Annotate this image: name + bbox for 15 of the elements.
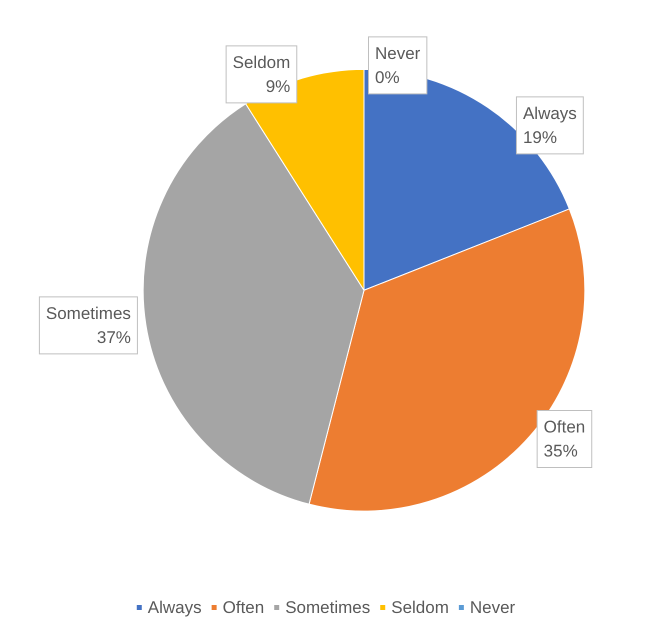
legend-label: Seldom: [391, 598, 449, 617]
data-label: 35%: [544, 441, 578, 460]
data-label: 37%: [96, 328, 131, 347]
text: 0%: [375, 68, 400, 87]
slice-label: Always: [522, 104, 577, 123]
legend-label: Never: [470, 598, 516, 617]
legend-label: Sometimes: [285, 598, 370, 617]
data-label: 9%: [266, 76, 290, 96]
slice-label: Often: [544, 417, 586, 436]
legend-label: Often: [222, 598, 264, 617]
legend-label: Always: [148, 598, 202, 617]
slice-label: Sometimes: [46, 304, 131, 323]
data-label: 19%: [522, 128, 557, 147]
slice-label: Seldom: [232, 52, 290, 72]
category-label: Never: [375, 44, 420, 63]
